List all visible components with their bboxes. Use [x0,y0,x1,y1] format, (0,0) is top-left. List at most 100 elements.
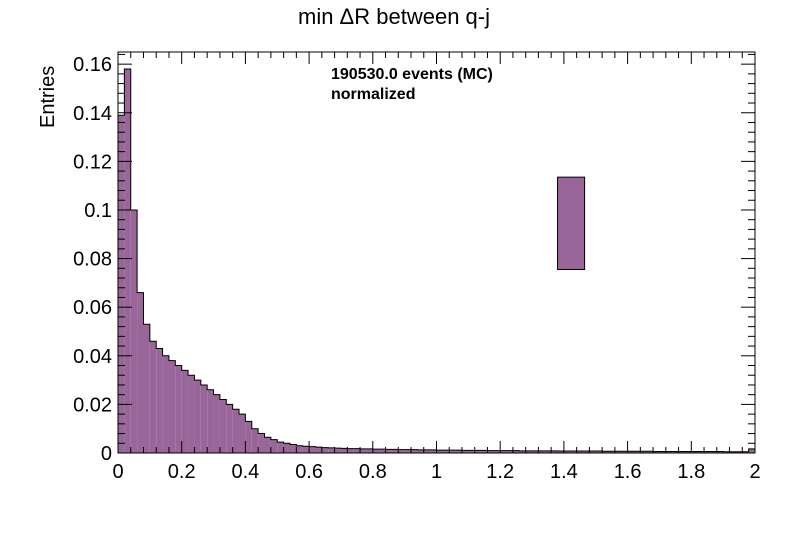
histogram-bar [576,451,584,453]
histogram-bar [315,447,322,453]
histogram-bar [309,446,316,453]
histogram-bar [455,450,462,453]
histogram-bar [334,448,341,453]
histogram-bar [672,451,679,453]
histogram-bar [646,451,654,453]
x-tick-label: 0.2 [168,461,196,483]
histogram-bar [302,446,310,453]
y-tick-label: 0.14 [73,103,112,125]
histogram-bar [735,451,743,453]
histogram-bar [608,451,615,453]
histogram-bar [379,449,386,453]
histogram-bar [385,449,392,453]
histogram-bar [423,449,431,453]
histogram-bar [258,433,265,453]
histogram-bar [398,449,405,453]
histogram-bar [207,389,214,453]
histogram-bar [130,209,138,453]
histogram-bar [245,421,252,453]
x-tick-label: 1.8 [677,461,705,483]
histogram-bar [627,451,634,453]
histogram-bar [270,439,278,453]
histogram-bar [602,451,609,453]
histogram-bar [487,450,494,453]
histogram-bar [430,449,437,453]
histogram-bar [557,451,564,453]
histogram-bar [277,442,284,453]
y-tick-label: 0.06 [73,297,112,319]
y-tick-label: 0.1 [84,200,112,222]
histogram-bar [595,451,603,453]
x-tick-label: 0.4 [231,461,259,483]
histogram-bar [449,450,456,453]
normalized-annotation: normalized [331,86,416,103]
histogram-bar [583,451,590,453]
histogram-bar [589,451,596,453]
histogram-bar [474,450,482,453]
histogram-bar [691,451,698,453]
histogram-bar [137,292,144,453]
axes: 0 0.2 0.4 0.6 0.8 1 1.2 1.4 1.6 1.8 2 0 0.02 0.04 0.06… [73,51,761,483]
histogram-bar [321,447,329,453]
x-tick-label: 1 [431,461,442,483]
histogram-bar [124,69,131,454]
y-tick-label: 0.16 [73,54,112,76]
histogram-bar [283,443,290,453]
histogram-bar [168,360,176,453]
histogram-bar [194,380,201,453]
histogram-bar [181,370,189,453]
histogram-bar [500,450,507,453]
legend [557,176,586,271]
histogram-bar [633,451,641,453]
histogram-bar [525,450,533,453]
histogram-bar [723,451,730,453]
histogram-bar [391,449,399,453]
y-tick-label: 0.02 [73,394,112,416]
histogram-bar [251,428,259,453]
histogram-bar [538,450,545,453]
histogram-bar [621,451,628,453]
histogram-bar [551,450,558,453]
histogram-bar [665,451,673,453]
histogram-bars [117,68,756,454]
x-tick-label: 2 [749,461,760,483]
histogram-bar [532,450,539,453]
histogram-bar [353,448,361,453]
legend-marker [557,176,586,271]
histogram-bar [162,355,169,453]
histogram-bar [143,324,150,453]
histogram-bar [544,450,552,453]
histogram-bar [710,451,717,453]
histogram-bar [640,451,647,453]
x-tick-label: 0.8 [359,461,387,483]
histogram-bar [697,451,705,453]
histogram-bar [340,448,348,453]
histogram-bar [442,450,450,453]
histogram-bar [226,404,233,453]
x-tick-label: 0.6 [295,461,323,483]
histogram-bar [156,348,163,453]
histogram-bar [417,449,424,453]
histogram-bar [659,451,666,453]
histogram-bar [404,449,412,453]
histogram-bar [748,448,755,453]
histogram-bar [436,450,443,453]
histogram-bar [239,414,246,453]
histogram-bar [232,409,240,453]
histogram-bar [512,450,520,453]
histogram-bar [678,451,685,453]
histogram-bar [704,451,711,453]
histogram-bar [360,448,367,453]
histogram-bar [742,451,749,453]
histogram-bar [614,451,622,453]
histogram-bar [149,341,157,453]
histogram-bar [481,450,488,453]
histogram-bar [411,449,418,453]
y-tick-label: 0.12 [73,151,112,173]
histogram-bar [347,448,354,453]
histogram-bar [493,450,501,453]
histogram-bar [563,451,571,453]
histogram-bar [188,375,195,453]
histogram-bar [461,450,469,453]
